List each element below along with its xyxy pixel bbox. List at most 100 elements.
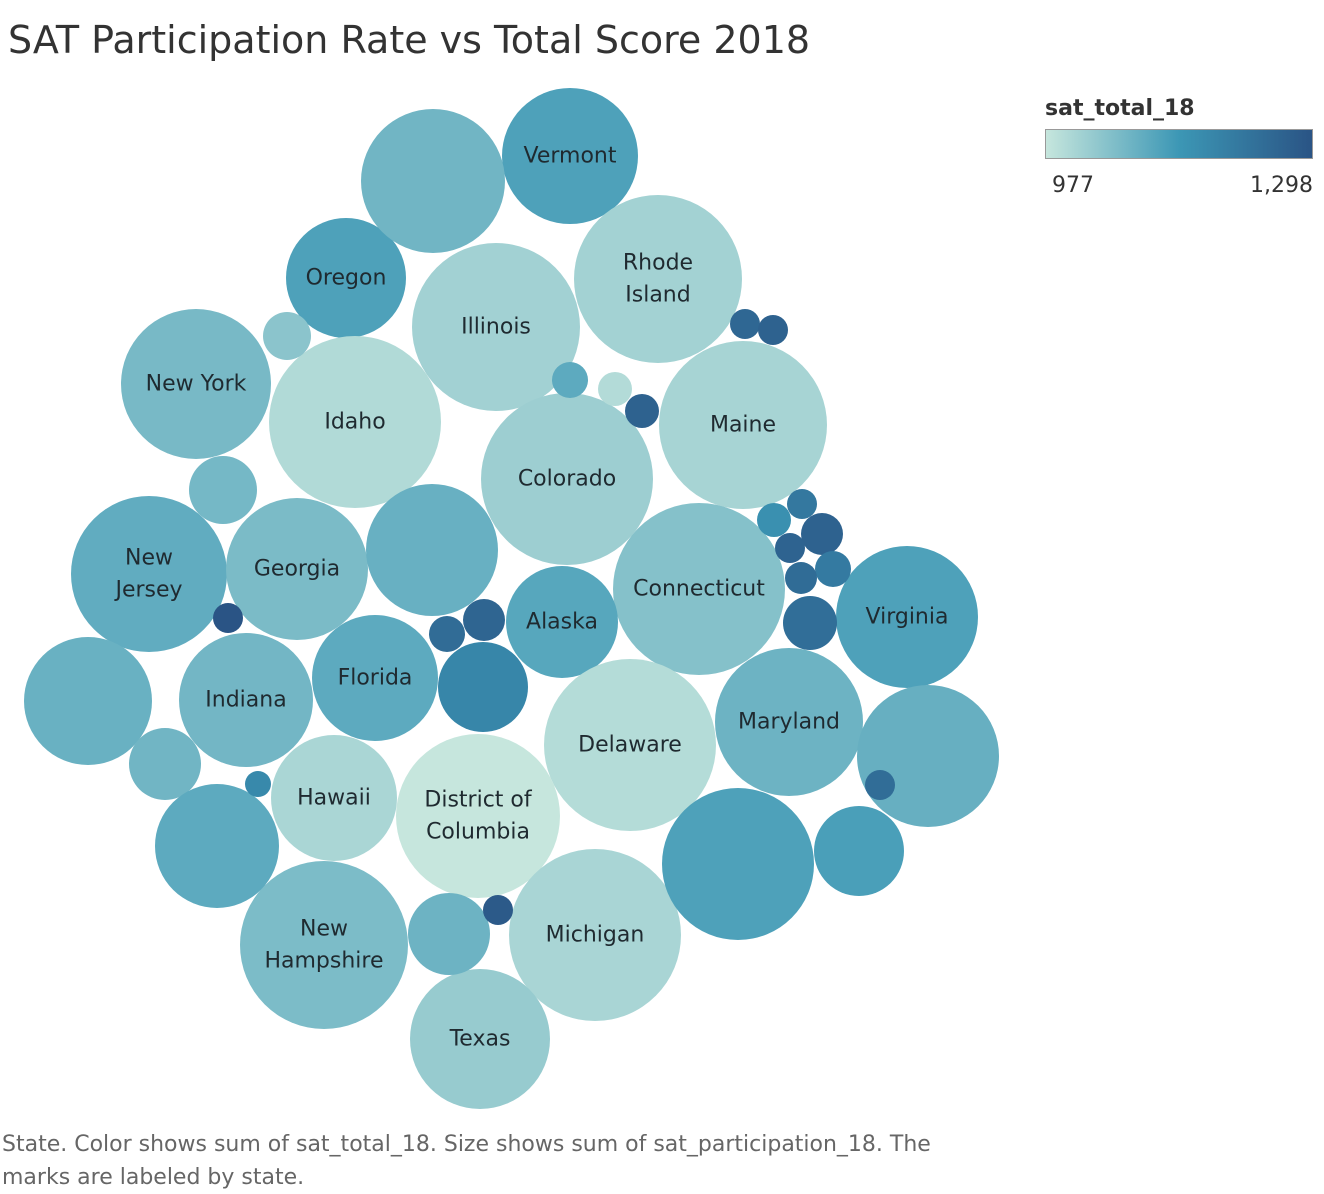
bubble-unlabeled-51[interactable] [865,770,895,800]
bubble-indiana[interactable]: Indiana [179,633,313,767]
bubble-mark[interactable] [509,849,681,1021]
bubble-mark[interactable] [481,393,653,565]
bubble-unlabeled-29[interactable] [857,685,999,827]
bubble-mark[interactable] [312,615,438,741]
bubble-mark[interactable] [24,637,152,765]
bubble-unlabeled-45[interactable] [213,603,243,633]
bubble-unlabeled-22[interactable] [361,109,505,253]
bubble-unlabeled-49[interactable] [245,771,271,797]
bubble-mark[interactable] [757,503,791,537]
bubble-unlabeled-40[interactable] [801,513,843,555]
bubble-illinois[interactable]: Illinois [412,243,580,411]
bubble-unlabeled-35[interactable] [625,394,659,428]
bubble-new-hampshire[interactable]: New Hampshire [240,861,408,1029]
bubble-mark[interactable] [155,784,279,908]
bubble-mark[interactable] [129,728,201,800]
bubble-mark[interactable] [857,685,999,827]
bubble-unlabeled-37[interactable] [758,315,788,345]
bubble-unlabeled-38[interactable] [787,489,817,519]
bubble-unlabeled-24[interactable] [189,456,257,524]
bubble-georgia[interactable]: Georgia [226,498,368,640]
bubble-mark[interactable] [775,533,805,563]
bubble-mark[interactable] [783,596,837,650]
bubble-unlabeled-23[interactable] [263,312,311,360]
bubble-mark[interactable] [226,498,368,640]
bubble-rhode-island[interactable]: Rhode Island [574,195,742,363]
bubble-unlabeled-42[interactable] [815,551,851,587]
bubble-mark[interactable] [412,243,580,411]
bubble-mark[interactable] [71,496,227,652]
bubble-mark[interactable] [836,546,978,688]
bubble-mark[interactable] [865,770,895,800]
bubble-mark[interactable] [659,341,827,509]
bubble-mark[interactable] [240,861,408,1029]
bubble-mark[interactable] [366,484,498,616]
bubble-mark[interactable] [552,362,588,398]
bubble-mark[interactable] [814,806,904,896]
bubble-unlabeled-27[interactable] [129,728,201,800]
bubble-connecticut[interactable]: Connecticut [613,503,785,675]
bubble-unlabeled-30[interactable] [662,788,814,940]
bubble-colorado[interactable]: Colorado [481,393,653,565]
bubble-mark[interactable] [410,969,550,1109]
bubble-mark[interactable] [662,788,814,940]
bubble-maine[interactable]: Maine [659,341,827,509]
bubble-mark[interactable] [286,218,406,338]
bubble-mark[interactable] [438,642,528,732]
bubble-new-jersey[interactable]: New Jersey [71,496,227,652]
bubble-mark[interactable] [502,88,638,224]
bubble-unlabeled-33[interactable] [552,362,588,398]
bubble-unlabeled-50[interactable] [483,895,513,925]
bubble-mark[interactable] [758,315,788,345]
bubble-alaska[interactable]: Alaska [506,566,618,678]
bubble-unlabeled-25[interactable] [366,484,498,616]
bubble-mark[interactable] [429,616,465,652]
bubble-unlabeled-44[interactable] [783,596,837,650]
bubble-vermont[interactable]: Vermont [502,88,638,224]
bubble-unlabeled-28[interactable] [155,784,279,908]
bubble-mark[interactable] [574,195,742,363]
bubble-mark[interactable] [245,771,271,797]
bubble-mark[interactable] [598,372,632,406]
bubble-virginia[interactable]: Virginia [836,546,978,688]
bubble-mark[interactable] [269,336,441,508]
bubble-mark[interactable] [613,503,785,675]
bubble-mark[interactable] [361,109,505,253]
bubble-mark[interactable] [801,513,843,555]
bubble-mark[interactable] [408,893,490,975]
bubble-mark[interactable] [785,562,817,594]
bubble-mark[interactable] [463,599,505,641]
bubble-unlabeled-47[interactable] [463,599,505,641]
bubble-mark[interactable] [730,309,760,339]
bubble-mark[interactable] [121,309,271,459]
bubble-texas[interactable]: Texas [410,969,550,1109]
bubble-mark[interactable] [263,312,311,360]
bubble-unlabeled-36[interactable] [730,309,760,339]
bubble-unlabeled-32[interactable] [408,893,490,975]
bubble-unlabeled-48[interactable] [438,642,528,732]
bubble-unlabeled-39[interactable] [757,503,791,537]
bubble-mark[interactable] [715,648,863,796]
bubble-new-york[interactable]: New York [121,309,271,459]
bubble-district-of-columbia[interactable]: District of Columbia [396,734,560,898]
bubble-mark[interactable] [506,566,618,678]
bubble-florida[interactable]: Florida [312,615,438,741]
bubble-delaware[interactable]: Delaware [544,659,716,831]
bubble-unlabeled-34[interactable] [598,372,632,406]
bubble-mark[interactable] [189,456,257,524]
bubble-mark[interactable] [815,551,851,587]
bubble-idaho[interactable]: Idaho [269,336,441,508]
bubble-mark[interactable] [396,734,560,898]
bubble-mark[interactable] [483,895,513,925]
bubble-mark[interactable] [179,633,313,767]
bubble-mark[interactable] [271,735,397,861]
bubble-mark[interactable] [544,659,716,831]
bubble-maryland[interactable]: Maryland [715,648,863,796]
bubble-unlabeled-31[interactable] [814,806,904,896]
bubble-unlabeled-46[interactable] [429,616,465,652]
bubble-hawaii[interactable]: Hawaii [271,735,397,861]
bubble-unlabeled-43[interactable] [785,562,817,594]
bubble-mark[interactable] [787,489,817,519]
bubble-unlabeled-41[interactable] [775,533,805,563]
bubble-unlabeled-26[interactable] [24,637,152,765]
